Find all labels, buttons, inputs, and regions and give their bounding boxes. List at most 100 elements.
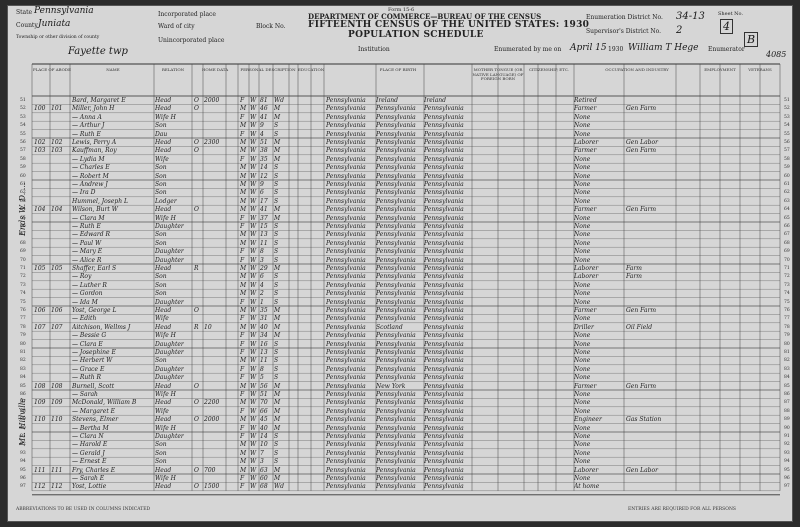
cell-mother: Pennsylvania bbox=[424, 214, 464, 222]
cell-occupation: None bbox=[574, 122, 591, 130]
cell-sex: F bbox=[240, 130, 245, 138]
cell-occupation: None bbox=[574, 298, 591, 306]
cell-occupation: None bbox=[574, 391, 591, 398]
cell-name: — Ruth E bbox=[72, 130, 101, 138]
cell-father: Pennsylvania bbox=[376, 441, 416, 449]
line-number: 59 bbox=[20, 165, 26, 171]
cell-relation: Daughter bbox=[155, 256, 184, 264]
line-number: 79 bbox=[20, 333, 26, 339]
cell-father: Ireland bbox=[376, 97, 398, 104]
line-number: 62 bbox=[20, 190, 26, 196]
cell-home: O bbox=[194, 206, 199, 214]
cell-name: Yost, George L bbox=[72, 307, 117, 314]
cell-home: O bbox=[194, 307, 199, 314]
cell-relation: Son bbox=[155, 181, 167, 188]
cell-name: Kauffman, Roy bbox=[72, 147, 117, 155]
cell-father: Pennsylvania bbox=[376, 416, 416, 424]
stamp-number: 4085 bbox=[766, 50, 787, 59]
cell-industry: Gen Labor bbox=[626, 139, 658, 146]
cell-marital: M bbox=[274, 466, 281, 474]
line-number: 68 bbox=[20, 240, 26, 246]
cell-race: W bbox=[250, 391, 257, 398]
cell-industry: Gen Farm bbox=[626, 147, 657, 155]
cell-sex: F bbox=[240, 365, 245, 373]
cell-marital: M bbox=[274, 382, 281, 390]
cell-age: 1 bbox=[260, 298, 264, 306]
cell-sex: M bbox=[240, 172, 247, 180]
cell-birth: Pennsylvania bbox=[326, 281, 366, 289]
cell-name: — Ruth E bbox=[72, 223, 101, 230]
line-number: 54 bbox=[784, 123, 790, 129]
cell-mother: Pennsylvania bbox=[424, 323, 464, 331]
cell-marital: M bbox=[274, 105, 281, 113]
cell-birth: Pennsylvania bbox=[326, 273, 366, 281]
cell-name: — Luther R bbox=[72, 281, 107, 289]
cell-race: W bbox=[250, 357, 257, 365]
cell-birth: Pennsylvania bbox=[326, 248, 366, 256]
cell-relation: Daughter bbox=[155, 365, 184, 373]
cell-relation: Son bbox=[155, 273, 167, 281]
cell-occupation: Laborer bbox=[574, 265, 599, 272]
cell-marital: S bbox=[274, 433, 279, 440]
cell-sex: M bbox=[240, 449, 247, 457]
cell-age: 41 bbox=[260, 113, 268, 121]
cell-birth: Pennsylvania bbox=[326, 315, 366, 323]
cell-birth: Pennsylvania bbox=[326, 441, 366, 449]
cell-family: 110 bbox=[51, 416, 63, 424]
cell-mother: Pennsylvania bbox=[424, 307, 464, 314]
cell-race: W bbox=[250, 256, 257, 264]
cell-home: O bbox=[194, 105, 199, 113]
cell-industry: Gen Farm bbox=[626, 105, 657, 113]
line-number: 59 bbox=[784, 165, 790, 171]
cell-marital: M bbox=[274, 315, 281, 323]
line-number: 72 bbox=[20, 274, 26, 280]
census-sheet: Form 15-6 DEPARTMENT OF COMMERCE—BUREAU … bbox=[8, 6, 792, 521]
cell-father: Pennsylvania bbox=[376, 214, 416, 222]
cell-name: Hummel, Joseph L bbox=[72, 197, 129, 205]
cell-age: 3 bbox=[260, 458, 264, 466]
cell-industry: Oil Field bbox=[626, 323, 653, 331]
line-number: 84 bbox=[784, 375, 790, 381]
cell-mother: Pennsylvania bbox=[424, 416, 464, 424]
cell-occupation: At home bbox=[574, 483, 600, 491]
cell-name: Aitchison, Wellms J bbox=[72, 323, 131, 331]
cell-marital: M bbox=[274, 475, 281, 482]
cell-mother: Pennsylvania bbox=[424, 441, 464, 449]
line-number: 90 bbox=[784, 425, 790, 431]
cell-sex: M bbox=[240, 466, 247, 474]
line-number: 84 bbox=[20, 375, 26, 381]
cell-birth: Pennsylvania bbox=[326, 483, 366, 491]
cell-age: 16 bbox=[260, 340, 268, 348]
cell-relation: Wife H bbox=[155, 475, 176, 482]
cell-sex: F bbox=[240, 223, 245, 230]
cell-relation: Wife H bbox=[155, 214, 176, 222]
cell-sex: M bbox=[240, 281, 247, 289]
cell-mother: Pennsylvania bbox=[424, 130, 464, 138]
line-number: 71 bbox=[784, 266, 790, 271]
cell-father: Pennsylvania bbox=[376, 231, 416, 239]
cell-age: 8 bbox=[260, 248, 264, 256]
line-number: 73 bbox=[784, 282, 790, 288]
sheet-label: Sheet No. bbox=[718, 11, 744, 17]
cell-birth: Pennsylvania bbox=[326, 206, 366, 214]
cell-mother: Pennsylvania bbox=[424, 223, 464, 230]
line-number: 72 bbox=[784, 274, 790, 280]
line-number: 52 bbox=[784, 106, 790, 112]
cell-birth: Pennsylvania bbox=[326, 265, 366, 272]
cell-value: 2300 bbox=[204, 139, 220, 146]
col-personal-description: PERSONAL DESCRIPTION bbox=[240, 68, 296, 72]
cell-relation: Dau bbox=[155, 130, 168, 138]
cell-name: — Gerald J bbox=[72, 449, 105, 457]
cell-birth: Pennsylvania bbox=[326, 97, 366, 104]
cell-relation: Daughter bbox=[155, 349, 184, 356]
cell-father: Pennsylvania bbox=[376, 475, 416, 482]
line-number: 77 bbox=[20, 316, 26, 322]
line-number: 77 bbox=[784, 316, 790, 322]
cell-occupation: None bbox=[574, 349, 591, 356]
cell-relation: Head bbox=[155, 206, 172, 214]
cell-age: 6 bbox=[260, 189, 264, 197]
line-number: 74 bbox=[784, 291, 790, 297]
cell-home: R bbox=[194, 323, 199, 331]
cell-mother: Pennsylvania bbox=[424, 181, 464, 188]
cell-birth: Pennsylvania bbox=[326, 340, 366, 348]
